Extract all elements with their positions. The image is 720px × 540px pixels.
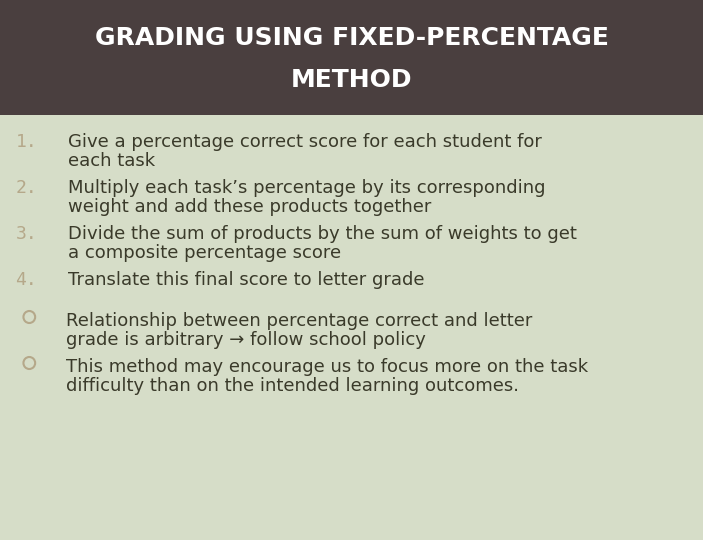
FancyBboxPatch shape [0,0,703,115]
Text: Relationship between percentage correct and letter: Relationship between percentage correct … [66,312,533,330]
Text: Translate this final score to letter grade: Translate this final score to letter gra… [68,271,425,289]
Text: 1.: 1. [15,133,37,151]
Text: Divide the sum of products by the sum of weights to get: Divide the sum of products by the sum of… [68,225,577,243]
Text: GRADING USING FIXED-PERCENTAGE: GRADING USING FIXED-PERCENTAGE [94,26,608,50]
Text: 3.: 3. [15,225,37,243]
Text: METHOD: METHOD [291,68,413,92]
Text: Give a percentage correct score for each student for: Give a percentage correct score for each… [68,133,542,151]
Text: grade is arbitrary → follow school policy: grade is arbitrary → follow school polic… [66,331,426,349]
Text: Multiply each task’s percentage by its corresponding: Multiply each task’s percentage by its c… [68,179,546,197]
Text: a composite percentage score: a composite percentage score [68,244,341,262]
Text: weight and add these products together: weight and add these products together [68,198,432,216]
Text: each task: each task [68,152,156,170]
Text: 4.: 4. [15,271,37,289]
Text: difficulty than on the intended learning outcomes.: difficulty than on the intended learning… [66,377,519,395]
Text: This method may encourage us to focus more on the task: This method may encourage us to focus mo… [66,358,588,376]
Text: 2.: 2. [15,179,37,197]
FancyBboxPatch shape [0,115,703,540]
